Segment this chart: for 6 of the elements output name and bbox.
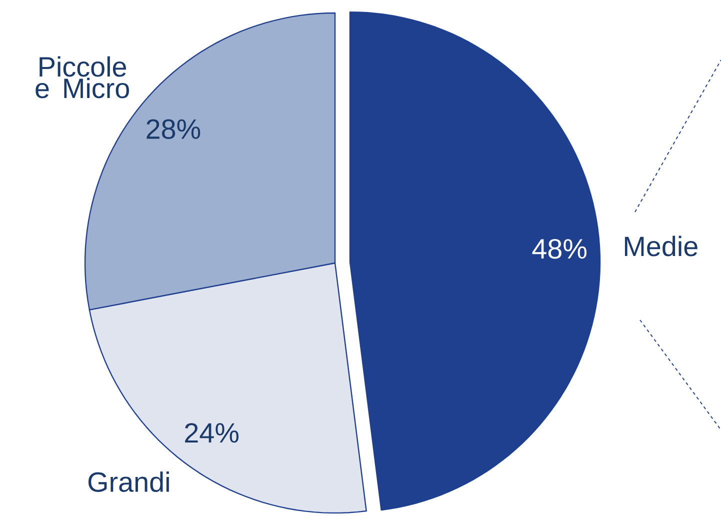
slice-label: Grandi <box>88 471 169 492</box>
data-label: 24% <box>185 423 238 443</box>
data-label: 28% <box>146 119 200 139</box>
data-label: 48% <box>532 238 586 259</box>
slice-label: Medie <box>624 236 698 256</box>
slice-label: Piccole e Micro <box>36 56 129 98</box>
